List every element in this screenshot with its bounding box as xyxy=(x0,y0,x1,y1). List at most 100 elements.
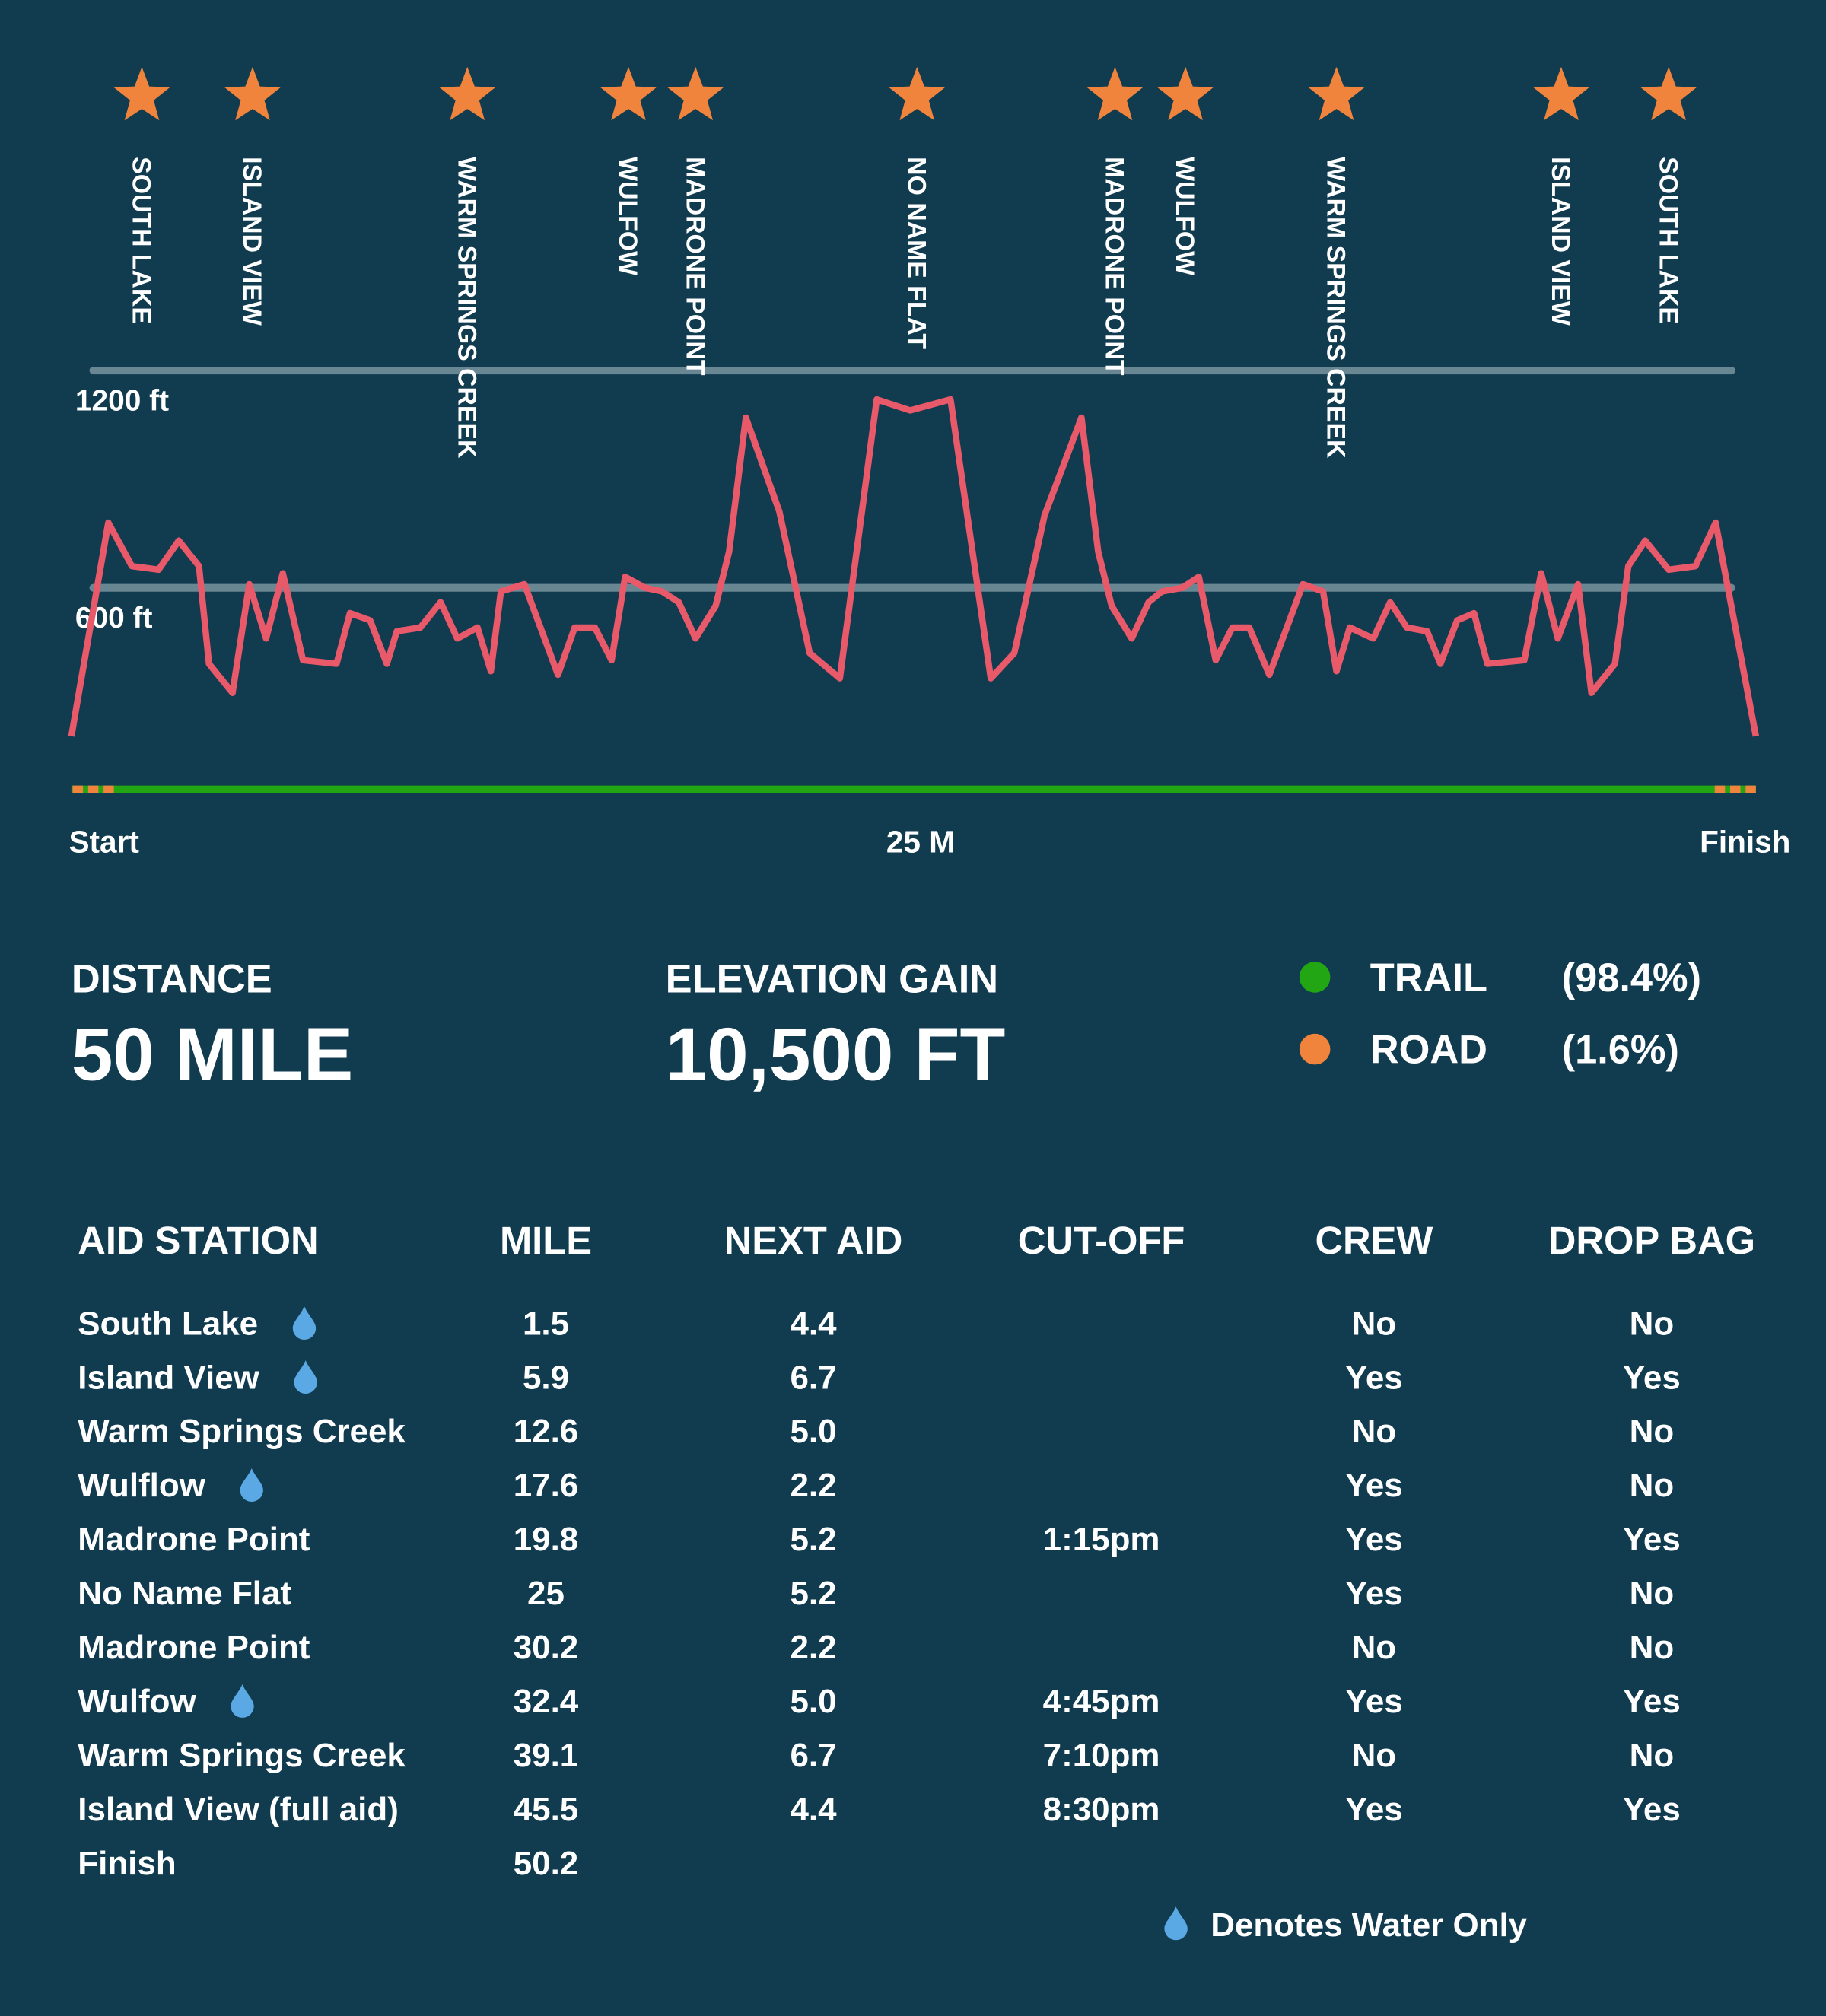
station-star xyxy=(1533,66,1589,121)
table-cell: Yes xyxy=(1623,1359,1681,1396)
table-cell: 45.5 xyxy=(514,1791,579,1828)
table-cell: 2.2 xyxy=(790,1629,836,1666)
station-star xyxy=(1308,66,1365,121)
table-cell: 5.9 xyxy=(523,1359,569,1396)
table-cell: No xyxy=(1352,1737,1397,1774)
table-cell: 32.4 xyxy=(514,1683,579,1720)
table-cell: No xyxy=(1630,1413,1675,1450)
table-cell: 4:45pm xyxy=(1043,1683,1160,1720)
legend-share: (1.6%) xyxy=(1562,1029,1679,1073)
legend-dot xyxy=(1299,962,1331,993)
table-cell: Yes xyxy=(1345,1521,1403,1558)
distance-label: DISTANCE xyxy=(72,958,272,1002)
table-cell: No xyxy=(1352,1629,1397,1666)
table-cell: No xyxy=(1630,1629,1675,1666)
station-name: Warm Springs Creek xyxy=(78,1737,406,1774)
x-tick-label: Finish xyxy=(1700,825,1790,860)
legend-name: TRAIL xyxy=(1370,956,1487,1000)
distance-value: 50 MILE xyxy=(72,1013,353,1096)
station-label: SOUTH LAKE xyxy=(1653,157,1682,324)
table-cell: Yes xyxy=(1345,1575,1403,1612)
column-header: MILE xyxy=(500,1219,592,1262)
station-label: NO NAME FLAT xyxy=(902,157,930,349)
station-name: No Name Flat xyxy=(78,1575,291,1612)
x-tick-label: Start xyxy=(68,825,138,860)
table-cell: 8:30pm xyxy=(1043,1791,1160,1828)
y-tick-label: 1200 ft xyxy=(75,384,169,417)
table-cell: Yes xyxy=(1623,1521,1681,1558)
elevation-line xyxy=(68,396,1759,737)
column-header: DROP BAG xyxy=(1548,1219,1755,1262)
table-cell: No xyxy=(1630,1467,1675,1504)
table-cell: No xyxy=(1630,1737,1675,1774)
table-cell: 5.0 xyxy=(790,1683,836,1720)
station-star xyxy=(1640,66,1697,121)
aid-table: AID STATION MILE NEXT AID CUT-OFF CREW DROP B… xyxy=(78,1219,1755,1944)
table-cell: Yes xyxy=(1345,1683,1403,1720)
column-header: NEXT AID xyxy=(724,1219,903,1262)
water-icon xyxy=(240,1468,263,1502)
station-star xyxy=(667,66,724,121)
legend-dot xyxy=(1299,1033,1331,1065)
x-tick-label: 25 M xyxy=(886,825,955,860)
station-star xyxy=(889,66,946,121)
legend: TRAIL (98.4%) ROAD (1.6%) xyxy=(1299,956,1701,1073)
station-star xyxy=(224,66,282,121)
station-star xyxy=(1086,66,1144,121)
table-cell: 4.4 xyxy=(790,1791,837,1828)
station-label: ISLAND VIEW xyxy=(237,157,266,326)
station-star xyxy=(1157,66,1214,121)
station-label: WULFOW xyxy=(1170,157,1199,275)
station-label: WULFOW xyxy=(613,157,642,275)
column-header: AID STATION xyxy=(78,1219,318,1262)
column-header: CUT-OFF xyxy=(1018,1219,1185,1262)
station-name: Finish xyxy=(78,1845,176,1882)
table-cell: 30.2 xyxy=(514,1629,579,1666)
table-cell: 6.7 xyxy=(790,1737,836,1774)
table-cell: 7:10pm xyxy=(1043,1737,1160,1774)
table-cell: 1.5 xyxy=(523,1305,569,1342)
station-star xyxy=(113,66,170,121)
station-name: Madrone Point xyxy=(78,1521,310,1558)
table-cell: Yes xyxy=(1623,1683,1681,1720)
table-cell: 2.2 xyxy=(790,1467,836,1504)
legend-name: ROAD xyxy=(1370,1029,1487,1073)
table-cell: 12.6 xyxy=(514,1413,579,1450)
station-name: Wulfow xyxy=(78,1683,196,1720)
table-cell: Yes xyxy=(1345,1359,1403,1396)
station-name: Wulflow xyxy=(78,1467,205,1504)
station-label: WARM SPRINGS CREEK xyxy=(452,157,481,459)
station-name: South Lake xyxy=(78,1305,258,1342)
table-cell: 50.2 xyxy=(514,1845,579,1882)
table-cell: No xyxy=(1352,1305,1397,1342)
table-cell: 5.2 xyxy=(790,1575,836,1612)
water-note: Denotes Water Only xyxy=(1210,1906,1527,1944)
water-icon xyxy=(292,1306,317,1340)
legend-share: (98.4%) xyxy=(1562,956,1701,1000)
table-cell: 1:15pm xyxy=(1043,1521,1160,1558)
table-cell: Yes xyxy=(1623,1791,1681,1828)
station-label: SOUTH LAKE xyxy=(127,157,156,324)
station-star xyxy=(600,66,657,121)
station-name: Island View xyxy=(78,1359,259,1396)
station-star xyxy=(439,66,496,121)
table-cell: 5.2 xyxy=(790,1521,836,1558)
station-name: Island View (full aid) xyxy=(78,1791,399,1828)
station-name: Warm Springs Creek xyxy=(78,1413,406,1450)
column-header: CREW xyxy=(1315,1219,1433,1262)
table-cell: Yes xyxy=(1345,1791,1403,1828)
table-cell: No xyxy=(1630,1305,1675,1342)
water-icon xyxy=(294,1360,317,1394)
water-icon xyxy=(231,1684,254,1718)
table-cell: 6.7 xyxy=(790,1359,836,1396)
station-label: MADRONE POINT xyxy=(680,157,709,376)
table-cell: Yes xyxy=(1345,1467,1403,1504)
gain-label: ELEVATION GAIN xyxy=(666,958,998,1002)
water-icon xyxy=(1164,1906,1188,1941)
table-cell: 25 xyxy=(527,1575,565,1612)
table-cell: 5.0 xyxy=(790,1413,836,1450)
station-name: Madrone Point xyxy=(78,1629,310,1666)
station-label: ISLAND VIEW xyxy=(1546,157,1575,326)
